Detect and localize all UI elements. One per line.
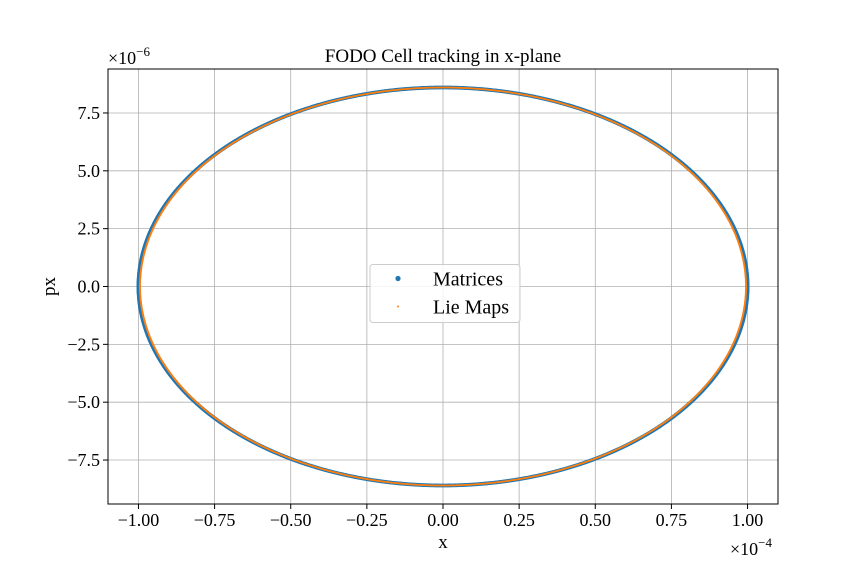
- x-tick-label: 1.00: [732, 510, 764, 530]
- x-tick-label: −0.75: [194, 510, 236, 530]
- y-axis-label: px: [39, 277, 60, 297]
- y-tick-label: −7.5: [67, 450, 100, 470]
- x-tick-label: −0.50: [270, 510, 312, 530]
- x-tick-label: 0.50: [580, 510, 612, 530]
- legend: Matrices Lie Maps: [369, 264, 521, 323]
- y-tick-label: −2.5: [67, 334, 100, 354]
- x-axis-offset-text: ×10−4: [730, 535, 772, 559]
- y-offset-exponent: −6: [136, 44, 150, 59]
- legend-frame: [369, 264, 521, 323]
- x-tick-label: 0.75: [656, 510, 688, 530]
- x-tick-label: −1.00: [118, 510, 160, 530]
- x-tick-label: 0.25: [503, 510, 535, 530]
- y-tick-label: 0.0: [78, 277, 101, 297]
- y-axis-offset-text: ×10−6: [108, 44, 150, 68]
- legend-marker-matrices: [395, 275, 401, 282]
- legend-marker-lie-maps: [397, 305, 399, 308]
- x-offset-base: ×10: [730, 539, 758, 559]
- x-tick-label: −0.25: [346, 510, 388, 530]
- plot-series: [136, 85, 750, 488]
- x-offset-exponent: −4: [758, 535, 772, 550]
- y-tick-label: 7.5: [78, 103, 101, 123]
- x-tick-label: 0.00: [427, 510, 459, 530]
- y-tick-label: −5.0: [67, 392, 100, 412]
- chart-title: FODO Cell tracking in x-plane: [325, 46, 561, 67]
- y-tick-label: 5.0: [78, 161, 101, 181]
- x-axis-label: x: [438, 532, 448, 553]
- x-axis-ticks: −1.00 −0.75 −0.50 −0.25 0.00 0.25 0.50 0.75 1.00: [118, 504, 764, 530]
- y-axis-ticks: −7.5 −5.0 −2.5 0.0 2.5 5.0 7.5: [67, 103, 108, 470]
- series-lie-maps: [138, 86, 748, 487]
- y-tick-label: 2.5: [78, 219, 101, 239]
- y-offset-base: ×10: [108, 48, 136, 68]
- legend-label-lie-maps: Lie Maps: [433, 297, 509, 319]
- data-point: [745, 286, 748, 289]
- legend-label-matrices: Matrices: [433, 269, 503, 291]
